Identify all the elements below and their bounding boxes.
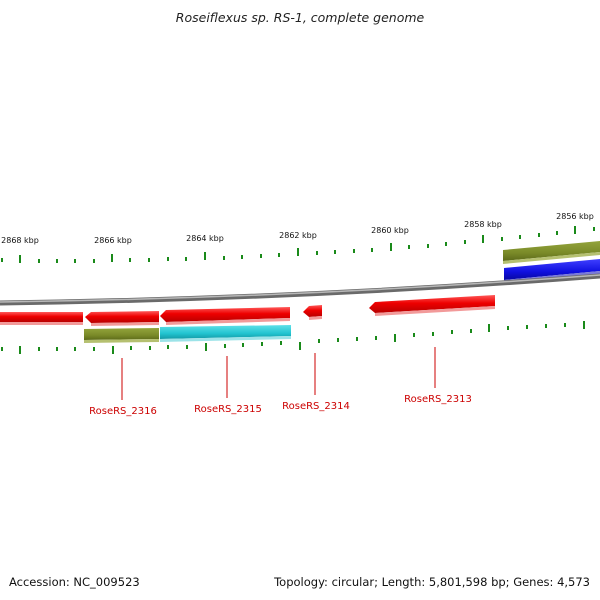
- scale-label: 2868 kbp: [1, 236, 39, 245]
- feature-olive-lower-shadow: [84, 339, 159, 343]
- map-title: Roseiflexus sp. RS-1, complete genome: [175, 10, 425, 25]
- scale-label: 2858 kbp: [464, 220, 502, 229]
- gene-labels: RoseRS_2316 RoseRS_2315 RoseRS_2314 Rose…: [89, 394, 472, 417]
- outer-tick-ring: [1, 226, 595, 263]
- gene-label-RoseRS_2315[interactable]: RoseRS_2315: [194, 404, 262, 415]
- gene-label-leaders: [121, 347, 436, 400]
- genome-backbone-highlight: [0, 274, 600, 303]
- inner-tick-ring: [1, 321, 585, 354]
- scale-label: 2856 kbp: [556, 212, 594, 221]
- scale-label: 2862 kbp: [279, 231, 317, 240]
- gene-RoseRS_2314[interactable]: [303, 305, 322, 317]
- gene-RoseRS_2313-shadow: [375, 306, 495, 316]
- accession-footer: Accession: NC_009523: [9, 575, 140, 589]
- gene-RoseRS_2315-shadow: [166, 318, 290, 325]
- feature-olive-upper-shadow: [503, 252, 600, 264]
- gene-label-RoseRS_2314[interactable]: RoseRS_2314: [282, 401, 350, 412]
- genome-summary-footer: Topology: circular; Length: 5,801,598 bp…: [274, 575, 590, 589]
- genome-backbone: [0, 273, 600, 306]
- gene-label-RoseRS_2313[interactable]: RoseRS_2313: [404, 394, 472, 405]
- gene-label-RoseRS_2316[interactable]: RoseRS_2316: [89, 406, 157, 417]
- gene-arrow-shadow: [0, 322, 83, 325]
- gene-RoseRS_2313[interactable]: [369, 295, 495, 313]
- gene-RoseRS_2314-shadow: [309, 316, 322, 320]
- gene-RoseRS_2315[interactable]: [160, 307, 290, 322]
- feature-olive-lower: [84, 328, 159, 340]
- gene-RoseRS_2316-shadow: [91, 322, 159, 326]
- feature-blue: [504, 259, 600, 280]
- feature-olive-upper: [503, 241, 600, 261]
- gene-track: [0, 295, 495, 326]
- scale-label: 2866 kbp: [94, 236, 132, 245]
- gene-RoseRS_2316[interactable]: [85, 311, 159, 323]
- gene-arrow: [0, 312, 83, 322]
- feature-cyan: [160, 325, 291, 339]
- scale-labels: 2868 kbp 2866 kbp 2864 kbp 2862 kbp 2860…: [1, 212, 594, 245]
- scale-label: 2860 kbp: [371, 226, 409, 235]
- feature-cyan-shadow: [160, 336, 291, 342]
- scale-label: 2864 kbp: [186, 234, 224, 243]
